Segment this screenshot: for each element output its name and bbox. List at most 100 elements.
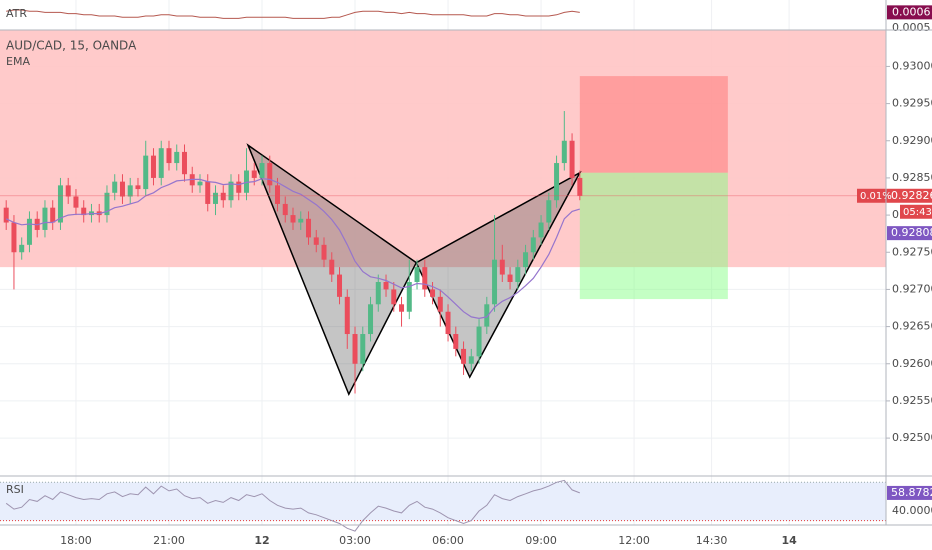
- candle-body: [205, 181, 211, 204]
- stop-area: [579, 76, 728, 173]
- target-area: [579, 172, 728, 300]
- countdown-box: [900, 204, 932, 219]
- candle-body: [360, 334, 366, 364]
- candle-body: [236, 181, 242, 193]
- atr-line: [6, 9, 580, 19]
- candle-body: [143, 155, 149, 190]
- candle-body: [492, 259, 498, 305]
- front-layer: 18:00 21:00 12 03:00 06:00 09:00 12:00 14:30 14 0…: [0, 5, 932, 547]
- candle-body: [11, 222, 17, 253]
- candle-body: [337, 274, 343, 297]
- candle-body: [399, 304, 405, 312]
- candle-body: [391, 289, 397, 305]
- candle-body: [119, 181, 125, 197]
- candle-body: [112, 181, 118, 193]
- candle-body: [344, 296, 350, 335]
- candle-body: [212, 192, 218, 204]
- rsi-value-label: 58.8782: [891, 486, 932, 499]
- candle-body: [515, 267, 521, 282]
- candle-body: [174, 151, 180, 164]
- candle-body: [430, 289, 436, 297]
- candle-body: [476, 326, 482, 357]
- candle-body: [65, 185, 71, 197]
- candle-body: [368, 304, 374, 335]
- ema-value-box: [887, 226, 932, 241]
- x-tick-label: 18:00: [60, 534, 92, 547]
- candle-body: [275, 185, 281, 204]
- candle-body: [546, 200, 552, 223]
- resistance-zone: [0, 30, 886, 268]
- candle-body: [42, 207, 48, 230]
- candle-body: [73, 196, 79, 208]
- x-tick-label: 12: [254, 534, 269, 547]
- candle-body: [3, 207, 9, 223]
- candle-body: [166, 148, 172, 164]
- candle-body: [135, 185, 141, 190]
- atr-value-label: 0.0006: [892, 5, 931, 18]
- change-label: 0.01%: [860, 191, 892, 202]
- atr-tick-label: 0.0005: [892, 21, 931, 34]
- candle-body: [267, 163, 273, 186]
- candle-body: [26, 218, 32, 245]
- x-tick-label: 14:30: [696, 534, 728, 547]
- candle-body: [375, 281, 381, 305]
- ema-line: [5, 178, 580, 320]
- candle-body: [313, 237, 319, 245]
- candle-body: [468, 356, 474, 364]
- back-layer: [0, 0, 886, 525]
- rsi-value-box: [887, 485, 932, 500]
- atr-value-box: [887, 5, 932, 20]
- candle-body: [104, 192, 110, 216]
- candle-body: [577, 177, 583, 196]
- candle-body: [290, 215, 296, 223]
- symbol-title: AUD/CAD, 15, OANDA: [6, 39, 137, 53]
- x-tick-label: 14: [781, 534, 797, 547]
- rsi-line: [5, 479, 580, 532]
- candle-body: [453, 334, 459, 349]
- ema-value-label: 0.92808: [891, 226, 932, 239]
- candle-body: [181, 151, 187, 175]
- candle-body: [507, 274, 513, 282]
- candle-body: [499, 259, 505, 275]
- candle-body: [259, 163, 265, 178]
- rsi-tick-label: 40.0000: [892, 504, 932, 517]
- candle-body: [81, 207, 87, 216]
- candle-body: [569, 140, 575, 178]
- x-tick-label: 09:00: [525, 534, 557, 547]
- candle-body: [50, 207, 56, 223]
- candle-body: [406, 281, 412, 312]
- last-price-label: 0.92826: [891, 189, 932, 202]
- candle-body: [523, 252, 529, 268]
- candle-body: [437, 296, 443, 312]
- candle-body: [383, 281, 389, 290]
- atr-label: ATR: [6, 7, 27, 20]
- x-tick-label: 06:00: [432, 534, 464, 547]
- ema-label: EMA: [6, 55, 30, 68]
- candle-body: [19, 244, 25, 253]
- candle-body: [282, 203, 288, 216]
- candle-body: [57, 185, 63, 223]
- candle-body: [197, 181, 203, 186]
- candle-body: [561, 140, 567, 164]
- candle-body: [251, 170, 257, 178]
- last-price-box: [857, 188, 932, 203]
- candle-body: [298, 218, 304, 223]
- x-tick-label: 03:00: [339, 534, 371, 547]
- candle-body: [422, 267, 428, 290]
- candle-body: [306, 218, 312, 238]
- candle-body: [220, 192, 226, 201]
- candle-body: [150, 155, 156, 178]
- candle-body: [445, 311, 451, 335]
- candle-body: [127, 185, 133, 197]
- candle-body: [538, 222, 544, 238]
